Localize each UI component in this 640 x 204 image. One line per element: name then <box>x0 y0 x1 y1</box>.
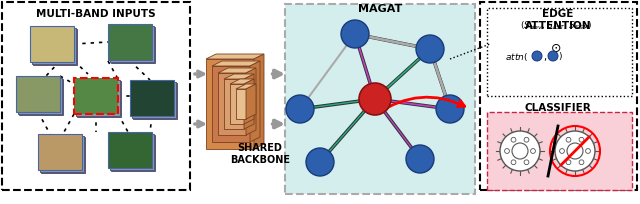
Polygon shape <box>250 62 260 142</box>
Bar <box>19 80 63 115</box>
Circle shape <box>559 149 564 154</box>
Bar <box>111 135 155 171</box>
Bar <box>236 90 246 119</box>
Text: ): ) <box>558 52 561 61</box>
Text: SHARED
BACKBONE: SHARED BACKBONE <box>230 143 290 164</box>
Bar <box>230 85 244 124</box>
Polygon shape <box>230 80 254 85</box>
Text: EDGE
ATTENTION: EDGE ATTENTION <box>525 9 591 30</box>
Bar <box>41 137 85 173</box>
Bar <box>111 28 155 64</box>
Circle shape <box>504 149 509 154</box>
Circle shape <box>566 138 571 142</box>
Circle shape <box>586 149 590 154</box>
Circle shape <box>500 131 540 171</box>
Polygon shape <box>224 75 254 80</box>
Circle shape <box>531 149 536 154</box>
Text: CLASSIFIER: CLASSIFIER <box>525 102 591 112</box>
Polygon shape <box>246 69 256 135</box>
Circle shape <box>532 52 542 62</box>
Bar <box>218 74 246 135</box>
Circle shape <box>524 160 529 165</box>
Polygon shape <box>236 85 256 90</box>
Bar <box>38 134 82 170</box>
Bar <box>108 25 152 61</box>
Bar <box>131 82 175 118</box>
Circle shape <box>579 160 584 165</box>
Circle shape <box>359 84 391 115</box>
Circle shape <box>341 21 369 49</box>
Bar <box>16 77 60 112</box>
Circle shape <box>306 148 334 176</box>
Bar <box>76 80 120 116</box>
Bar <box>487 9 632 96</box>
Bar <box>74 79 118 114</box>
Circle shape <box>579 138 584 142</box>
Bar <box>108 132 152 168</box>
Circle shape <box>511 160 516 165</box>
Circle shape <box>548 52 558 62</box>
Circle shape <box>286 95 314 123</box>
Circle shape <box>406 145 434 173</box>
Bar <box>40 136 83 172</box>
Text: $attn($: $attn($ <box>505 51 528 63</box>
Bar <box>133 84 177 119</box>
Polygon shape <box>244 80 254 124</box>
Circle shape <box>416 36 444 64</box>
Polygon shape <box>246 85 256 119</box>
Circle shape <box>511 138 516 142</box>
Circle shape <box>566 160 571 165</box>
Bar <box>130 81 174 116</box>
Polygon shape <box>218 69 256 74</box>
Bar <box>224 80 244 129</box>
Polygon shape <box>244 75 254 129</box>
Bar <box>17 78 61 114</box>
Text: MULTI-BAND INPUTS: MULTI-BAND INPUTS <box>36 9 156 19</box>
Bar <box>30 27 74 63</box>
Text: MAGAT: MAGAT <box>358 4 402 14</box>
Polygon shape <box>206 55 264 60</box>
Bar <box>212 67 250 142</box>
Bar <box>109 26 154 62</box>
Text: $\odot$: $\odot$ <box>550 42 562 55</box>
Polygon shape <box>212 62 260 67</box>
Text: $(S_{Hav}, S_{LST}, S_{SSM})$: $(S_{Hav}, S_{LST}, S_{SSM})$ <box>520 20 592 32</box>
Bar <box>33 30 77 66</box>
Circle shape <box>512 143 528 159</box>
Bar <box>77 82 121 118</box>
Bar <box>2 3 190 190</box>
Text: ,: , <box>543 52 546 62</box>
Circle shape <box>567 143 583 159</box>
Bar <box>206 60 254 149</box>
Bar <box>487 112 632 190</box>
Bar <box>480 3 637 190</box>
Bar <box>109 134 154 170</box>
Bar <box>31 28 76 64</box>
Circle shape <box>436 95 464 123</box>
Polygon shape <box>254 55 264 149</box>
Circle shape <box>555 131 595 171</box>
Bar <box>285 5 475 194</box>
Circle shape <box>524 138 529 142</box>
